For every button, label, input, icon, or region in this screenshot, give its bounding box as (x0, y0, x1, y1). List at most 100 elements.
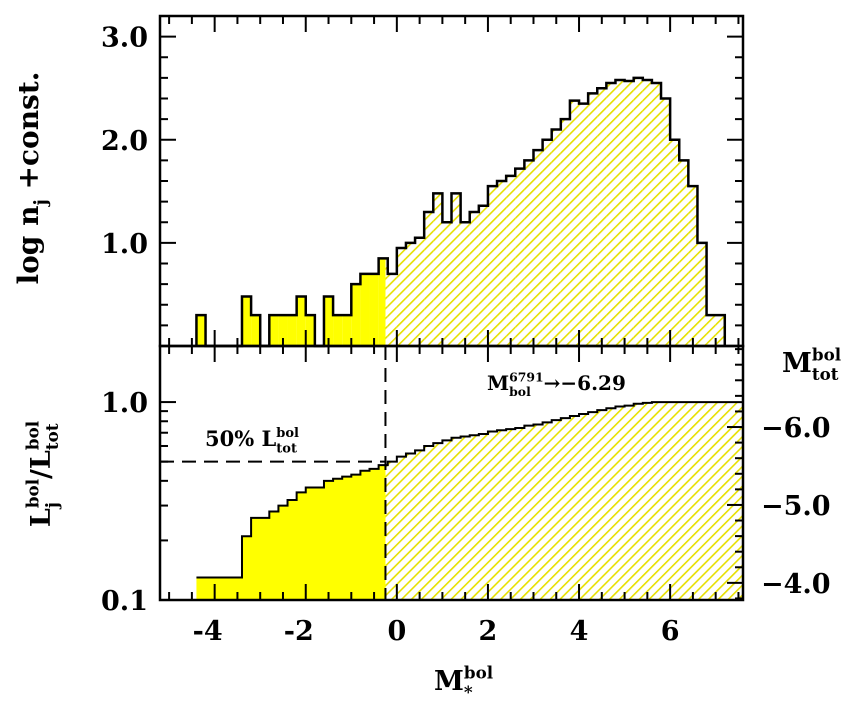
y-axis-label: Lbolj/Lboltot (23, 421, 62, 527)
bar (387, 273, 397, 346)
bar (524, 160, 534, 346)
bar (323, 296, 334, 346)
text-part: M (487, 371, 509, 395)
text-part: j (31, 199, 51, 207)
text-part: tot (42, 423, 62, 450)
text-part: +const. (12, 71, 45, 199)
area (385, 402, 743, 600)
text-part: j (42, 502, 62, 510)
bar (606, 83, 616, 346)
hatched-fill-group (385, 77, 725, 346)
area (196, 465, 386, 600)
bar (460, 222, 470, 346)
y-tick-label: 0.1 (101, 586, 148, 617)
hatched-fill-group (385, 402, 743, 600)
bar (305, 315, 315, 346)
bar (497, 181, 507, 346)
bar (679, 160, 689, 346)
y-tick-label: 1.0 (101, 229, 148, 260)
x-tick-label: 6 (661, 616, 680, 647)
bar (533, 150, 543, 346)
bar (296, 296, 306, 346)
bar (542, 139, 552, 346)
y2-tick-label: −4.0 (761, 569, 831, 600)
text-part: bol (812, 345, 841, 365)
bar (661, 98, 671, 346)
y-tick-label: 3.0 (101, 23, 148, 54)
bar (624, 80, 634, 346)
bar (487, 186, 498, 346)
bar (506, 175, 516, 346)
y-tick-label: 2.0 (101, 126, 148, 157)
bar (369, 273, 379, 346)
bar (378, 258, 386, 346)
text-part: 6791 (509, 370, 544, 385)
text-part: bol (509, 384, 531, 399)
bar (351, 284, 361, 346)
y-axis-label: log nj +const. (12, 71, 51, 284)
bar (651, 83, 662, 346)
bar (597, 88, 607, 346)
bar (269, 315, 279, 346)
text-part: tot (812, 364, 839, 384)
bar (670, 139, 680, 346)
text-part: tot (276, 441, 297, 456)
bar (287, 315, 297, 346)
bar (642, 79, 652, 346)
text-part: 50% L (205, 426, 276, 451)
histogram-outline (195, 76, 727, 348)
bar (251, 315, 261, 346)
bar (569, 100, 580, 346)
bar (385, 258, 388, 346)
bar (342, 315, 352, 346)
bar (588, 93, 598, 346)
text-part: M (782, 348, 812, 379)
text-part: log n (12, 206, 45, 285)
text-part: M (434, 666, 464, 697)
bar (579, 103, 589, 346)
annotation: 50% Lbol tot (205, 426, 299, 456)
text-part: * (464, 682, 473, 702)
text-part: bol (464, 663, 493, 683)
bar (515, 168, 525, 346)
bar (697, 242, 707, 346)
text-part: bol (276, 426, 299, 441)
bar (415, 237, 425, 346)
y2-axis-label: Mbol tot (782, 345, 841, 384)
bar (396, 248, 406, 346)
bar (333, 315, 343, 346)
bar (560, 119, 570, 346)
bar (360, 273, 370, 346)
x-tick-label: -2 (284, 616, 314, 647)
bar (442, 222, 452, 346)
y2-tick-label: −6.0 (761, 413, 831, 444)
bar (715, 315, 725, 346)
bar (469, 211, 479, 346)
bar (706, 315, 716, 346)
bar (451, 193, 461, 346)
bar (405, 242, 416, 346)
bar (196, 315, 206, 346)
bar (278, 315, 288, 346)
text-part: L (26, 508, 57, 527)
x-axis-label: Mbol * (434, 663, 493, 702)
text-part: bol (23, 479, 43, 508)
x-tick-label: 0 (387, 616, 406, 647)
solid-fill-group (196, 258, 386, 346)
text-part: →−6.29 (544, 371, 626, 395)
bar (433, 193, 443, 346)
text-part: bol (23, 421, 43, 450)
bar (478, 205, 488, 346)
bar (241, 296, 252, 346)
y2-tick-label: −5.0 (761, 491, 831, 522)
x-tick-label: 4 (570, 616, 589, 647)
y-tick-label: 1.0 (101, 388, 148, 419)
bar (424, 211, 434, 346)
bar (551, 129, 561, 346)
x-tick-label: 2 (479, 616, 498, 647)
text-part: /L (26, 450, 57, 479)
bar (633, 77, 643, 346)
cumulative-line (196, 401, 743, 579)
annotation: M6791 bol →−6.29 (487, 370, 626, 399)
